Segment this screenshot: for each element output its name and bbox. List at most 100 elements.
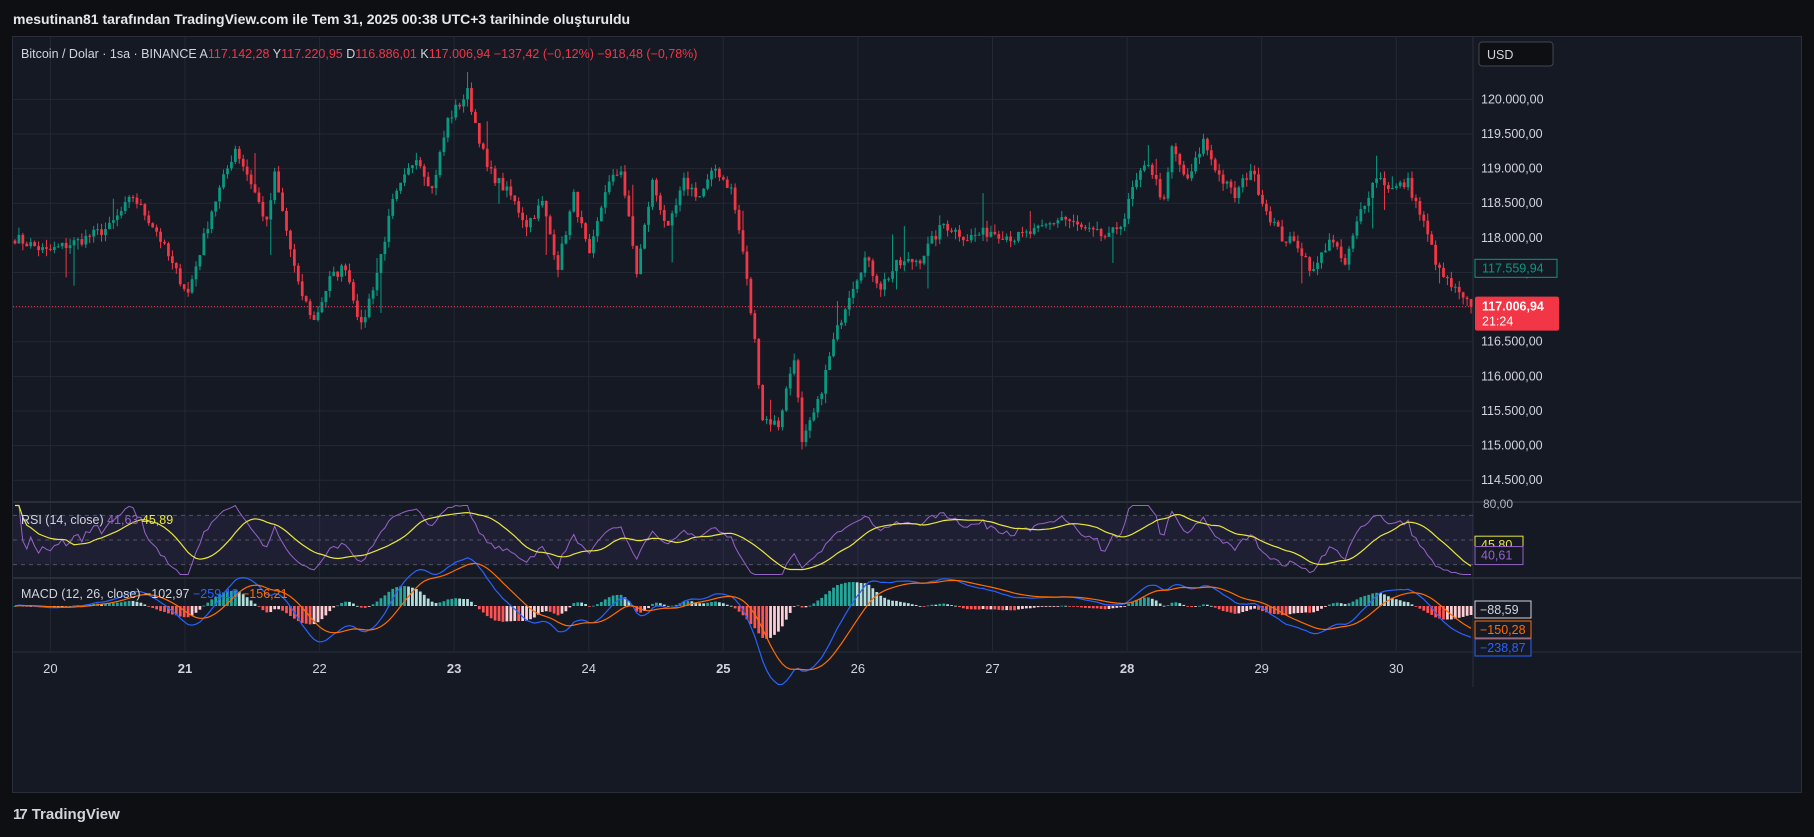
macd-histogram-bar [686, 601, 690, 606]
macd-histogram-bar [796, 605, 800, 607]
macd-legend[interactable]: MACD (12, 26, close) −102,97 −259,18 −15… [21, 587, 288, 601]
macd-histogram-bar [414, 589, 418, 606]
tradingview-brand[interactable]: 17 TradingView [13, 806, 120, 823]
candle-body [304, 296, 308, 302]
chart-area[interactable]: 114.500,00 115.000,00 115.500,00 116.000,00… [12, 36, 1802, 793]
candle-body [958, 229, 961, 237]
candle-body [135, 197, 139, 204]
legend-part: 117.220,95 [281, 47, 346, 61]
legend-part: 116.886,01 [355, 47, 420, 61]
macd-histogram-bar [1056, 606, 1060, 607]
macd-histogram-bar [375, 601, 379, 606]
candle-body [1449, 278, 1453, 288]
candle-body [840, 322, 843, 326]
candle-body [1320, 252, 1323, 263]
macd-histogram-bar [958, 606, 961, 608]
signal-line [14, 562, 1472, 671]
macd-histogram-bar [804, 606, 808, 608]
macd-histogram-bar [914, 604, 918, 606]
candle-body [741, 230, 745, 252]
currency-button[interactable] [1478, 41, 1554, 67]
macd-histogram-bar [1162, 605, 1166, 607]
candle-body [226, 168, 229, 175]
macd-histogram-bar [1202, 604, 1205, 606]
candle-body [505, 186, 509, 191]
candle-body [804, 430, 808, 443]
candle-body [29, 242, 33, 247]
time-tick-label: 25 [716, 661, 730, 676]
macd-histogram-bar [363, 606, 367, 608]
caption-bar: mesutinan81 tarafından TradingView.com i… [0, 0, 1814, 36]
macd-histogram-bar [249, 600, 253, 606]
macd-histogram-bar [379, 598, 383, 606]
macd-histogram-bar [950, 605, 953, 606]
macd-histogram-bar [1009, 606, 1012, 611]
candle-body [749, 278, 753, 314]
candle-body [1308, 257, 1312, 271]
macd-histogram-bar [1107, 606, 1111, 609]
candle-body [800, 397, 804, 443]
candle-body [780, 410, 784, 428]
candle-body [308, 301, 312, 316]
macd-histogram-bar [847, 582, 851, 606]
candle-body [615, 174, 619, 176]
candle-body [336, 271, 340, 277]
macd-histogram-bar [655, 602, 658, 606]
macd-histogram-bar [1280, 606, 1284, 616]
macd-histogram-bar [1060, 605, 1064, 607]
macd-histogram-bar [281, 606, 284, 611]
macd-histogram-bar [1076, 606, 1079, 607]
macd-histogram-bar [773, 606, 776, 635]
candle-body [237, 148, 241, 159]
candle-body [344, 265, 347, 271]
macd-histogram-bar [1245, 606, 1249, 612]
macd-histogram-bar [698, 603, 702, 606]
time-tick-label: 30 [1389, 661, 1403, 676]
candle-body [544, 200, 548, 217]
candle-body [879, 283, 883, 290]
macd-histogram-bar [588, 606, 591, 607]
macd-histogram-bar [115, 602, 119, 606]
macd-value-tag [1474, 620, 1532, 639]
candle-body [997, 234, 1001, 239]
symbol-legend[interactable]: Bitcoin / Dolar · 1sa · BINANCE A117.142… [21, 47, 697, 61]
rsi-legend[interactable]: RSI (14, close) 41,63 45,89 [21, 513, 173, 527]
candle-body [533, 218, 536, 220]
macd-histogram-bar [910, 604, 914, 606]
price-tick-label: 115.000,00 [1481, 439, 1543, 453]
macd-histogram-bar [458, 598, 462, 606]
candle-body [1406, 177, 1410, 188]
legend-part: D [346, 47, 355, 61]
macd-histogram-bar [710, 601, 713, 606]
macd-histogram-bar [662, 604, 666, 606]
macd-histogram-bar [411, 587, 414, 606]
candle-body [765, 419, 768, 421]
candle-body [1241, 178, 1245, 188]
candle-body [1182, 164, 1186, 175]
macd-histogram-bar [513, 606, 517, 621]
macd-histogram-bar [359, 606, 363, 608]
macd-histogram-bar [383, 595, 387, 606]
candle-body [352, 282, 355, 301]
macd-histogram-bar [544, 606, 548, 612]
macd-histogram-bar [757, 606, 761, 634]
macd-histogram-bar [1398, 600, 1402, 606]
macd-histogram-bar [1461, 606, 1465, 617]
macd-histogram-bar [1442, 606, 1445, 620]
chart-canvas[interactable]: 114.500,00 115.000,00 115.500,00 116.000,00… [13, 37, 1801, 792]
macd-histogram-bar [155, 606, 159, 610]
macd-histogram-bar [241, 594, 245, 606]
candle-body [355, 300, 359, 317]
time-tick-label: 27 [985, 661, 999, 676]
time-tick-label: 21 [178, 661, 192, 676]
candle-body [796, 360, 800, 398]
candle-body [1032, 228, 1036, 234]
macd-histogram-bar [151, 606, 155, 609]
candle-body [25, 243, 29, 247]
candle-body [1150, 164, 1154, 175]
macd-histogram-bar [1087, 606, 1091, 609]
candle-body [1249, 170, 1253, 180]
macd-histogram-bar [1032, 606, 1036, 608]
macd-histogram-bar [572, 603, 576, 606]
macd-histogram-bar [1457, 606, 1461, 618]
